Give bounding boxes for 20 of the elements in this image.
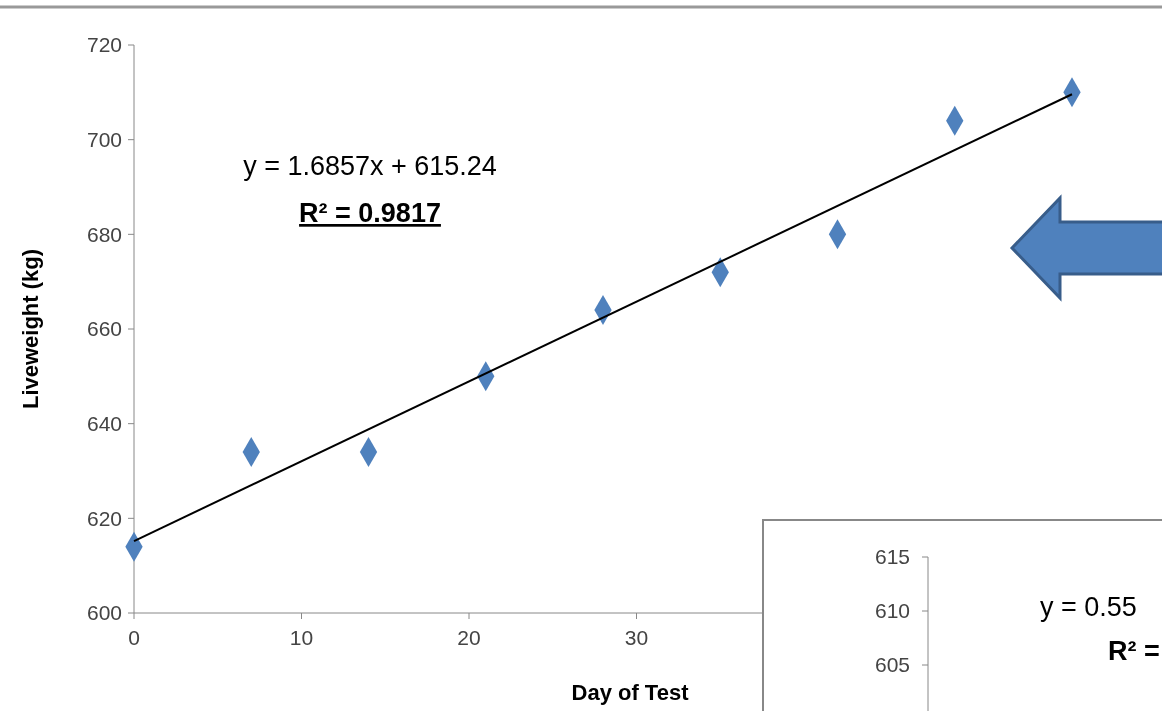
- y-tick-label: 680: [86, 222, 122, 246]
- x-tick-label: 30: [624, 626, 649, 649]
- x-tick-label: 10: [289, 626, 314, 649]
- y-axis-title: Liveweight (kg): [18, 248, 43, 410]
- y-tick-label: 640: [86, 412, 122, 436]
- x-tick-label: 20: [457, 626, 481, 649]
- annotation: 615: [874, 545, 910, 569]
- x-tick-label: 0: [128, 626, 140, 649]
- y-tick-label: 700: [86, 128, 122, 152]
- text: 605: [874, 653, 910, 677]
- annotation: y = 0.55: [1040, 592, 1137, 622]
- annotation: 610: [874, 599, 910, 623]
- y-tick-label: 620: [86, 506, 122, 530]
- y-tick-label: 660: [86, 317, 122, 341]
- y-tick-label: 600: [86, 601, 122, 625]
- annotation: R² = 0.9817: [299, 198, 441, 228]
- x-axis-title: Day of Test: [571, 680, 690, 705]
- annotation: y = 1.6857x + 615.24: [243, 151, 497, 181]
- text: R² =: [1108, 636, 1160, 666]
- y-tick-label: 720: [86, 33, 122, 57]
